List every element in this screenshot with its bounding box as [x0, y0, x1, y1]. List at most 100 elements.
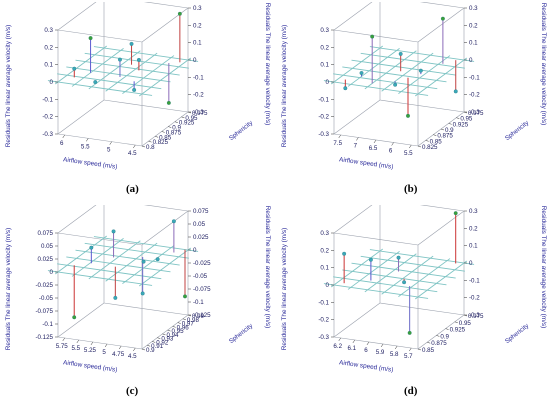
y-tick-mark [172, 326, 176, 328]
y-tick-label: 0.9 [146, 347, 155, 354]
grid-line-y [330, 45, 384, 85]
grid-line-x [360, 255, 465, 272]
grid-line-y [414, 260, 468, 300]
z-tick-label-right: 0.075 [193, 208, 209, 215]
x-tick-label: 6.1 [348, 345, 357, 352]
box-edge-top [333, 205, 373, 234]
data-point [440, 16, 445, 21]
y-tick-mark [141, 348, 146, 351]
x-tick-mark [380, 343, 384, 348]
z-tick-label-left: -0.3 [318, 131, 329, 138]
x-tick-label: 4.5 [128, 353, 137, 360]
y-tick-mark [463, 314, 468, 317]
grid-line-y [71, 47, 124, 87]
z-tick-label-right: 0.3 [193, 5, 202, 12]
y-tick-label: 0.96 [177, 324, 190, 331]
box-edge-top [417, 7, 465, 43]
box-edge-bottom [103, 302, 189, 316]
z-tick-label-left: 0 [326, 282, 330, 289]
data-point [132, 87, 137, 92]
z-axis-label-left: Residuals The linear average velocity (m… [5, 25, 12, 147]
box-edge-bottom [417, 314, 465, 350]
grid-line-x [342, 269, 447, 286]
y-tick-mark [417, 348, 422, 351]
grid-line-x [75, 249, 180, 266]
y-tick-label: 0.85 [422, 347, 435, 354]
y-axis-label: Sphericity [228, 322, 255, 345]
x-tick-mark [373, 139, 377, 144]
z-tick-label-left: -0.025 [35, 282, 53, 289]
box-edge-bottom [141, 111, 189, 147]
z-tick-label-left: -0.2 [318, 317, 329, 324]
z-tick-label-left: 0.1 [44, 62, 53, 69]
y-tick-label: 0.975 [468, 110, 484, 117]
x-tick-label: 4.75 [112, 351, 125, 358]
y-tick-label: 0.875 [437, 133, 453, 140]
data-point [111, 229, 116, 234]
grid-line-y [71, 237, 124, 277]
grid-line-y [347, 250, 400, 290]
z-tick-label-right: 0.2 [469, 225, 478, 232]
grid-line-y [330, 248, 384, 288]
y-tick-mark [177, 322, 181, 324]
grid-line-x [66, 256, 171, 273]
grid-line-y [347, 47, 400, 87]
y-tick-mark [147, 344, 151, 347]
z-tick-label-right: -0.3 [469, 312, 480, 319]
chart-b-svg: 0.3 0.3 0.2 0.2 0.1 0.1 0 0 -0.1 -0.1 -0.2 -0.2 -0.3… [281, 2, 547, 171]
y-tick-label: 0.925 [179, 120, 195, 127]
x-axis-label: Airflow speed (m/s) [339, 359, 394, 374]
x-tick-label: 6 [389, 148, 393, 155]
grid-line-x [66, 66, 171, 83]
x-tick-label: 5.7 [404, 353, 413, 360]
data-point [72, 315, 77, 320]
box-edge-bottom [333, 336, 419, 350]
data-point [393, 82, 398, 87]
y-tick-mark [440, 128, 445, 131]
z-tick-label-right: 0.025 [193, 234, 209, 241]
data-point [183, 294, 187, 299]
z-tick-label-right: -0.2 [469, 92, 480, 99]
z-tick-label-right: 0.3 [469, 208, 478, 215]
box-edge-top [417, 210, 465, 246]
y-tick-mark [157, 337, 161, 339]
x-tick-label: 5.9 [376, 349, 385, 356]
grid-line-x [75, 59, 180, 76]
y-tick-label: 0.85 [430, 138, 443, 145]
y-tick-label: 0.9 [172, 125, 181, 132]
y-tick-label: 0.91 [151, 343, 164, 350]
y-tick-label: 0.95 [460, 116, 473, 123]
box-edge-top [419, 205, 465, 212]
x-tick-label: 5.5 [404, 150, 413, 157]
x-tick-label: 6 [60, 140, 64, 147]
x-tick-label: 5.5 [72, 345, 81, 352]
z-tick-label-left: -0.05 [39, 295, 54, 302]
data-point [418, 68, 423, 73]
x-tick-mark [366, 341, 370, 346]
data-point [398, 51, 403, 56]
x-axis-label: Airflow speed (m/s) [63, 156, 118, 171]
z-tick-label-right: 0.1 [469, 40, 478, 47]
z-tick-label-right: -0.1 [193, 299, 204, 306]
data-point [166, 100, 171, 105]
z-tick-label-left: -0.3 [42, 131, 53, 138]
box-edge-bottom [57, 336, 143, 350]
grid-line-y [122, 245, 175, 285]
x-tick-mark [338, 134, 341, 139]
z-tick-label-left: -0.2 [42, 114, 53, 121]
data-point [177, 11, 182, 16]
grid-line-x [369, 46, 475, 62]
x-tick-mark [409, 144, 412, 149]
y-tick-label: 0.94 [166, 332, 179, 339]
z-tick-label-left: 0.2 [320, 44, 329, 51]
z-tick-label-left: -0.125 [35, 334, 53, 341]
y-tick-label: 0.925 [450, 327, 466, 334]
box-edge-top [57, 29, 143, 43]
y-tick-mark [454, 321, 458, 324]
x-axis-label: Airflow speed (m/s) [339, 156, 394, 171]
x-tick-label: 5 [107, 147, 111, 154]
z-axis-label-right: Residuals The linear average velocity (m… [540, 3, 547, 125]
y-tick-mark [152, 341, 156, 343]
z-tick-label-right: -0.1 [469, 74, 480, 81]
data-point [93, 80, 98, 85]
